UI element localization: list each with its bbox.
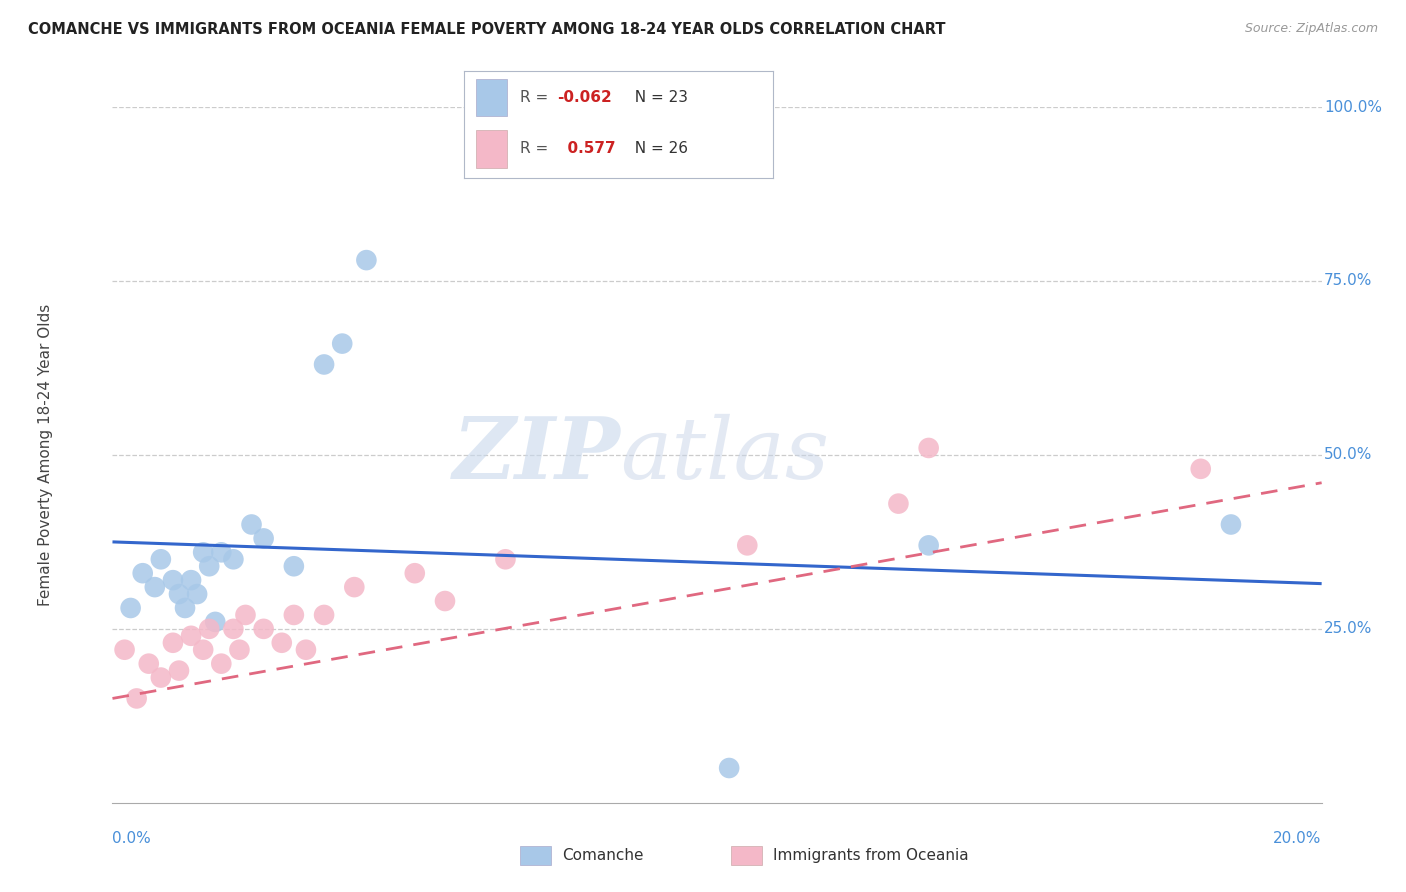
Point: [495, 552, 517, 566]
Point: [253, 622, 276, 636]
Point: [162, 573, 184, 587]
Point: [330, 336, 353, 351]
Point: [1220, 517, 1243, 532]
Point: [253, 532, 276, 546]
Point: [167, 664, 190, 678]
Point: [1189, 462, 1212, 476]
Point: [186, 587, 208, 601]
Point: [270, 636, 292, 650]
Point: [132, 566, 155, 581]
Point: [283, 607, 305, 622]
Point: [434, 594, 457, 608]
Text: 0.0%: 0.0%: [112, 830, 152, 846]
Point: [228, 642, 250, 657]
Point: [167, 587, 190, 601]
Point: [149, 552, 172, 566]
Text: 75.0%: 75.0%: [1324, 274, 1372, 288]
Point: [737, 538, 759, 552]
Text: R =: R =: [520, 141, 553, 156]
Text: Immigrants from Oceania: Immigrants from Oceania: [773, 848, 969, 863]
Point: [198, 559, 221, 574]
Text: Comanche: Comanche: [562, 848, 644, 863]
Point: [718, 761, 741, 775]
Text: atlas: atlas: [620, 414, 830, 496]
Text: COMANCHE VS IMMIGRANTS FROM OCEANIA FEMALE POVERTY AMONG 18-24 YEAR OLDS CORRELA: COMANCHE VS IMMIGRANTS FROM OCEANIA FEMA…: [28, 22, 946, 37]
Point: [404, 566, 426, 581]
Text: Female Poverty Among 18-24 Year Olds: Female Poverty Among 18-24 Year Olds: [38, 304, 53, 606]
Text: Source: ZipAtlas.com: Source: ZipAtlas.com: [1244, 22, 1378, 36]
Point: [222, 622, 245, 636]
Point: [204, 615, 226, 629]
Point: [138, 657, 160, 671]
Point: [198, 622, 221, 636]
Point: [174, 601, 197, 615]
Point: [143, 580, 166, 594]
Text: N = 26: N = 26: [624, 141, 688, 156]
Point: [918, 441, 941, 455]
Text: 25.0%: 25.0%: [1324, 622, 1372, 636]
Point: [918, 538, 941, 552]
Point: [314, 607, 336, 622]
Text: 0.577: 0.577: [557, 141, 616, 156]
Point: [114, 642, 136, 657]
Point: [283, 559, 305, 574]
Point: [125, 691, 148, 706]
Point: [191, 545, 215, 559]
Point: [180, 573, 202, 587]
Point: [209, 657, 232, 671]
Point: [295, 642, 318, 657]
Text: N = 23: N = 23: [624, 89, 688, 104]
Text: 100.0%: 100.0%: [1324, 100, 1382, 114]
Point: [162, 636, 184, 650]
Point: [222, 552, 245, 566]
Point: [240, 517, 263, 532]
Point: [235, 607, 257, 622]
Point: [191, 642, 215, 657]
FancyBboxPatch shape: [477, 78, 508, 116]
Point: [180, 629, 202, 643]
FancyBboxPatch shape: [477, 130, 508, 168]
Text: ZIP: ZIP: [453, 413, 620, 497]
Point: [149, 671, 172, 685]
Text: 20.0%: 20.0%: [1274, 830, 1322, 846]
Point: [356, 253, 378, 268]
Text: R =: R =: [520, 89, 553, 104]
Text: -0.062: -0.062: [557, 89, 612, 104]
Text: 50.0%: 50.0%: [1324, 448, 1372, 462]
Point: [209, 545, 232, 559]
Point: [314, 358, 336, 372]
Point: [343, 580, 366, 594]
Point: [887, 497, 910, 511]
Point: [120, 601, 142, 615]
